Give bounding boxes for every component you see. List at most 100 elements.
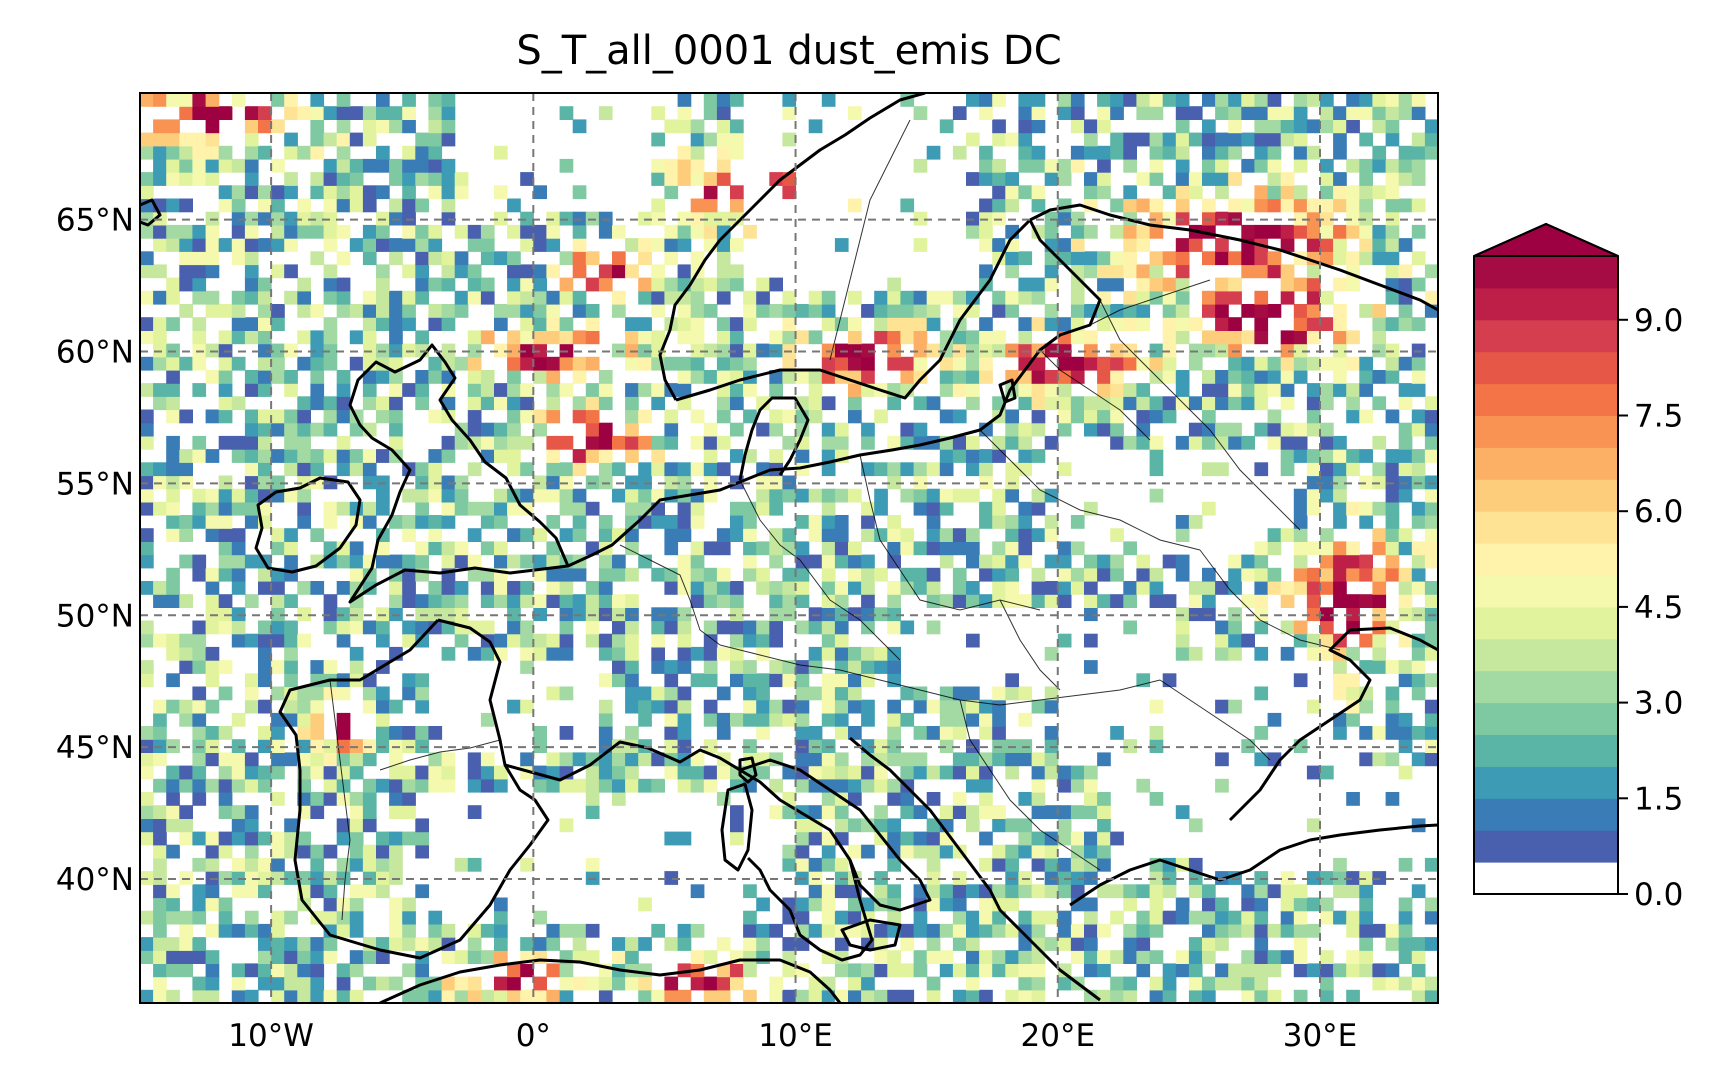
field-cell [664,475,679,490]
field-cell [244,831,259,846]
field-cell [874,818,888,833]
field-cell [1306,488,1321,503]
field-cell [153,871,167,885]
field-cell [205,778,220,793]
field-cell [467,356,482,371]
field-cell [192,238,207,252]
field-cell [1044,554,1059,569]
field-cell [690,224,705,239]
field-cell [310,251,325,266]
field-cell [1123,739,1137,753]
field-cell [140,251,154,266]
field-cell [415,778,429,793]
field-cell [494,910,508,925]
field-cell [271,726,285,740]
field-cell [271,93,285,107]
field-cell [979,712,993,727]
field-cell [1215,317,1229,331]
field-cell [1215,251,1229,266]
field-cell [402,686,416,701]
field-cell [1136,937,1151,951]
field-cell [1372,923,1387,938]
field-cell [1398,488,1413,503]
field-cell [848,673,862,688]
field-cell [1398,660,1413,674]
field-cell [703,106,718,120]
field-cell [1057,581,1072,595]
field-cell [769,541,783,556]
field-cell [179,409,193,424]
field-cell [140,541,154,556]
field-cell [782,106,797,120]
field-cell [271,211,285,226]
field-cell [205,646,220,661]
field-cell [585,409,600,424]
field-cell [1070,937,1085,951]
field-cell [231,581,246,595]
field-cell [979,198,993,213]
field-cell [664,528,679,542]
field-cell [690,515,705,529]
field-cell [376,224,390,239]
field-cell [1241,396,1255,411]
field-cell [428,449,443,463]
field-cell [952,989,967,1003]
field-cell [1018,528,1033,542]
field-cell [1215,620,1229,635]
field-cell [743,356,757,371]
field-cell [140,554,154,569]
field-cell [166,844,180,859]
field-cell [664,462,679,477]
field-cell [913,343,928,358]
field-cell [769,607,783,622]
field-cell [218,198,233,213]
field-cell [231,238,246,252]
field-cell [520,264,534,279]
field-cell [743,620,757,635]
field-cell [297,198,311,213]
field-cell [900,963,915,978]
field-cell [179,264,193,279]
field-cell [572,290,587,305]
field-cell [258,106,272,120]
field-cell [1359,950,1373,964]
field-cell [140,805,154,819]
field-cell [730,132,744,147]
field-cell [1306,699,1321,714]
field-cell [1202,158,1216,173]
field-cell [1306,330,1321,345]
field-cell [821,673,836,688]
field-cell [1018,792,1033,806]
field-cell [546,264,561,279]
field-cell [323,343,338,358]
field-cell [166,383,180,397]
field-cell [966,541,980,556]
field-cell [1175,805,1190,819]
field-cell [1254,356,1269,371]
field-cell [1359,198,1373,213]
field-cell [1306,224,1321,239]
coastline-gotland [998,378,1017,404]
field-cell [966,805,980,819]
field-cell [153,976,167,991]
field-cell [1424,739,1438,753]
field-cell [441,304,456,318]
field-cell [1044,910,1059,925]
field-cell [559,158,574,173]
field-cell [1149,435,1164,450]
field-cell [1385,211,1400,226]
field-cell [179,646,193,661]
field-cell [205,831,220,846]
field-cell [389,409,403,424]
field-cell [323,264,338,279]
field-cell [546,317,561,331]
field-cell [441,277,456,292]
field-cell [1254,910,1269,925]
field-cell [572,607,587,622]
field-cell [730,396,744,411]
field-cell [284,528,298,542]
field-cell [310,805,325,819]
field-cell [612,607,626,622]
field-cell [874,290,888,305]
field-cell [376,396,390,411]
